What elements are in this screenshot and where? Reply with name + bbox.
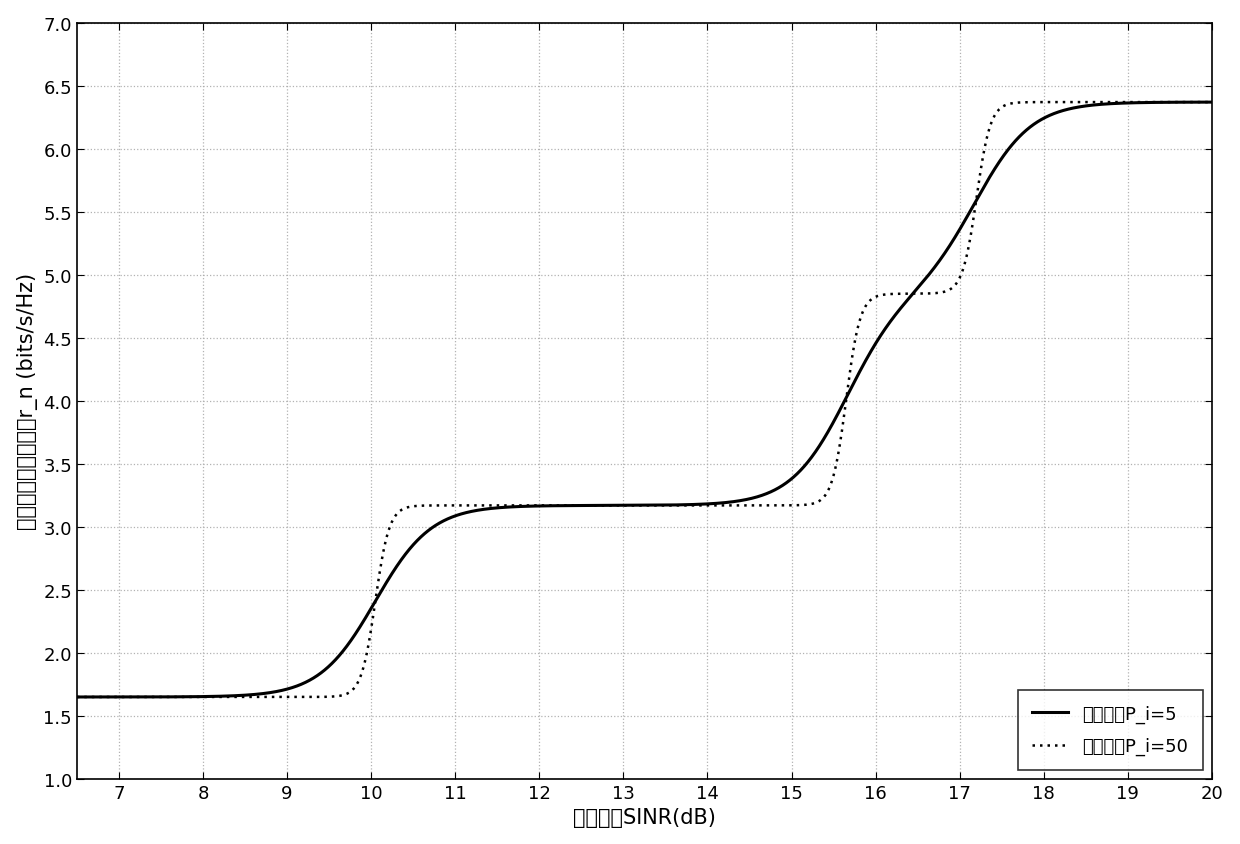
- Line: 曲率系数P_i=50: 曲率系数P_i=50: [77, 103, 1211, 697]
- 曲率系数P_i=5: [1204, 98, 1219, 108]
- 曲率系数P_i=50: [275, 692, 290, 702]
- X-axis label: 信干噪比SINR(dB): 信干噪比SINR(dB): [573, 808, 715, 827]
- 曲率系数P_i=50: [1203, 98, 1218, 108]
- Line: 曲率系数P_i=5: 曲率系数P_i=5: [77, 103, 1211, 697]
- 曲率系数P_i=5: [503, 502, 518, 512]
- 曲率系数P_i=50: [916, 289, 931, 300]
- 曲率系数P_i=50: [1003, 100, 1018, 110]
- Legend: 曲率系数P_i=5, 曲率系数P_i=50: 曲率系数P_i=5, 曲率系数P_i=50: [1018, 690, 1203, 770]
- 曲率系数P_i=50: [1204, 98, 1219, 108]
- 曲率系数P_i=5: [275, 685, 290, 695]
- 曲率系数P_i=50: [750, 500, 765, 511]
- 曲率系数P_i=5: [750, 492, 765, 502]
- 曲率系数P_i=50: [807, 498, 822, 508]
- 曲率系数P_i=5: [1003, 143, 1018, 153]
- 曲率系数P_i=5: [916, 277, 931, 287]
- 曲率系数P_i=50: [69, 692, 84, 702]
- 曲率系数P_i=5: [807, 448, 822, 458]
- 曲率系数P_i=50: [503, 500, 518, 511]
- 曲率系数P_i=5: [69, 692, 84, 702]
- Y-axis label: 认为用户的传输速率r_n (bits/s/Hz): 认为用户的传输速率r_n (bits/s/Hz): [16, 273, 37, 530]
